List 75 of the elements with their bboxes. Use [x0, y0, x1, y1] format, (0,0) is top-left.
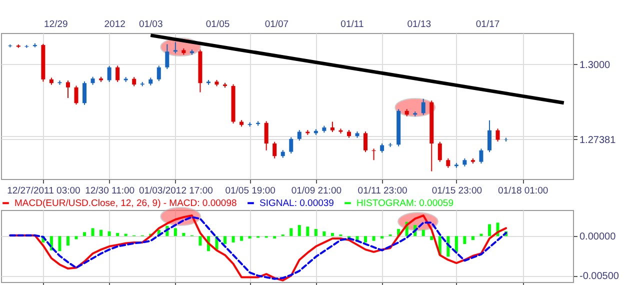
bar [330, 232, 334, 236]
x-tick-label: 01/05 19:00 [225, 186, 276, 196]
candlestick [165, 44, 170, 70]
x-tick-label: 12/27/2011 03:00 [7, 186, 80, 196]
bar [83, 232, 86, 236]
bar [314, 228, 318, 236]
candlestick [380, 143, 384, 154]
text: 01/11 [340, 19, 364, 30]
candlestick [496, 128, 500, 142]
bar [198, 236, 202, 246]
candlestick [82, 80, 87, 106]
legend-label: SIGNAL: 0.00039 [260, 198, 334, 210]
x-tick-label: 01/15 23:00 [432, 186, 482, 196]
candlestick [107, 65, 112, 82]
legend-label: HISTOGRAM: 0.00059 [356, 198, 454, 210]
text: 01/05 [206, 19, 230, 30]
text: 12/29 [44, 19, 68, 30]
candlestick [156, 65, 161, 82]
bar [306, 226, 310, 236]
x-tick-label: 01/09 21:00 [291, 186, 342, 196]
candlestick [330, 121, 334, 133]
bar [232, 236, 235, 242]
text: 01/13 [407, 19, 432, 30]
bar [182, 232, 186, 236]
candlestick [74, 85, 78, 106]
bar [58, 236, 62, 252]
legend-label: MACD(EUR/USD.Close, 12, 26, 9) - MACD: 0.00098 [14, 198, 237, 210]
candlestick [438, 141, 442, 162]
text: 01/07 [264, 19, 289, 30]
y-tick-label: 1.3000 [580, 60, 611, 71]
x-tick-label: 01/18 01:00 [498, 186, 548, 196]
bar [108, 231, 111, 236]
bar [471, 236, 474, 240]
candlestick [421, 98, 426, 116]
bar [298, 225, 301, 236]
text: 01/17 [476, 19, 500, 30]
bar [124, 234, 128, 236]
bar [224, 236, 227, 244]
y-tick-label: 0.00000 [580, 232, 616, 243]
candlestick [446, 158, 450, 168]
text: 2012 [104, 19, 126, 30]
y-tick-label: -0.00500 [580, 271, 620, 282]
candlestick [289, 136, 294, 154]
bar [74, 236, 78, 240]
bar [488, 224, 491, 236]
bar [364, 236, 368, 242]
bar [100, 230, 103, 236]
candlestick [479, 148, 484, 164]
candlestick [272, 141, 277, 159]
bar [454, 236, 458, 252]
candlestick [264, 120, 268, 151]
bar [422, 230, 425, 236]
candlestick [297, 130, 302, 142]
bar [430, 236, 434, 240]
bar [240, 236, 244, 241]
x-tick-label: 01/03/2012 17:00 [138, 186, 213, 196]
candlestick [364, 130, 368, 153]
bar [66, 236, 70, 246]
candlestick [487, 120, 492, 153]
y-tick-label: 1.27381 [580, 134, 616, 146]
bar [480, 234, 483, 236]
bar [290, 228, 293, 236]
x-tick-label: 01/11 23:00 [358, 186, 408, 196]
bar [91, 228, 94, 236]
candlestick [173, 42, 178, 54]
bar [116, 232, 120, 236]
bar [322, 231, 326, 236]
bar [372, 236, 376, 241]
text: 01/03 [138, 19, 163, 30]
x-tick-label: 12/30 11:00 [85, 186, 135, 196]
candlestick [132, 76, 136, 87]
candlestick [116, 65, 120, 82]
candlestick [66, 80, 70, 98]
bar [463, 236, 466, 244]
bar [174, 228, 177, 236]
